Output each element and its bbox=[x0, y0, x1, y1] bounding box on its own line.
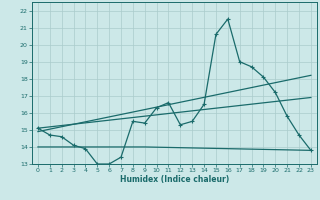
X-axis label: Humidex (Indice chaleur): Humidex (Indice chaleur) bbox=[120, 175, 229, 184]
